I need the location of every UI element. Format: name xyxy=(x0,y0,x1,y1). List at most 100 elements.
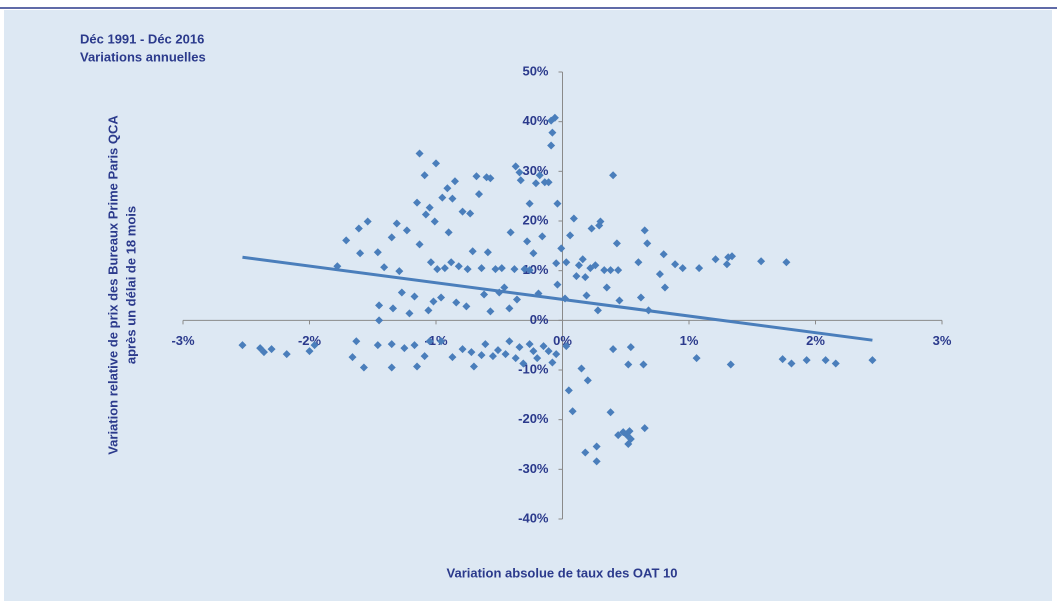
data-point xyxy=(463,265,472,274)
data-point xyxy=(363,217,372,226)
data-point xyxy=(726,360,735,369)
data-point xyxy=(609,171,618,180)
data-point xyxy=(375,316,384,325)
data-point xyxy=(592,457,601,466)
data-point xyxy=(757,257,766,266)
data-point xyxy=(402,226,411,235)
trendline xyxy=(242,255,873,342)
data-point xyxy=(562,342,571,351)
data-point xyxy=(596,217,605,226)
data-point xyxy=(375,301,384,310)
data-point xyxy=(493,346,502,355)
data-point xyxy=(782,258,791,267)
data-point xyxy=(426,258,435,267)
data-point xyxy=(481,340,490,349)
x-tick-label: 2% xyxy=(806,333,825,348)
data-point xyxy=(626,435,635,444)
data-point xyxy=(448,353,457,362)
data-point xyxy=(380,263,389,272)
data-point xyxy=(615,296,624,305)
data-point xyxy=(671,260,680,269)
data-point xyxy=(437,293,446,302)
data-point xyxy=(440,264,449,273)
data-point xyxy=(425,337,434,346)
y-axis-title: après un délai de 18 mois xyxy=(123,206,138,364)
data-point xyxy=(592,442,601,451)
data-point xyxy=(547,141,556,150)
data-point xyxy=(356,249,365,258)
data-point xyxy=(578,255,587,264)
y-tick-label: -20% xyxy=(518,411,549,426)
x-axis-title: Variation absolue de taux des OAT 10 xyxy=(447,565,678,580)
y-tick-label: 40% xyxy=(522,113,548,128)
data-point xyxy=(606,408,615,417)
data-point xyxy=(728,252,737,261)
data-point xyxy=(477,351,486,360)
data-point xyxy=(420,171,429,180)
data-point xyxy=(348,353,357,362)
data-point xyxy=(640,424,649,433)
data-point xyxy=(359,363,368,372)
data-point xyxy=(593,306,602,315)
data-point xyxy=(533,354,542,363)
data-point xyxy=(591,261,600,270)
plot-background xyxy=(4,10,1052,601)
data-point xyxy=(468,247,477,256)
data-point xyxy=(564,386,573,395)
data-point xyxy=(678,264,687,273)
y-tick-label: 50% xyxy=(522,63,548,78)
data-point xyxy=(486,307,495,316)
data-point xyxy=(488,352,497,361)
x-tick-label: 1% xyxy=(680,333,699,348)
data-point xyxy=(392,219,401,228)
data-point xyxy=(500,283,509,292)
data-point xyxy=(711,255,720,264)
data-point xyxy=(538,232,547,241)
data-point xyxy=(655,270,664,279)
data-point xyxy=(787,359,796,368)
data-point xyxy=(438,193,447,202)
data-point xyxy=(581,448,590,457)
data-point xyxy=(625,427,634,436)
y-axis-title: Variation relative de prix des Bureaux P… xyxy=(105,115,120,455)
data-point xyxy=(342,236,351,245)
x-tick-label: -3% xyxy=(171,333,195,348)
data-point xyxy=(433,265,442,274)
data-point xyxy=(802,356,811,365)
data-point xyxy=(553,199,562,208)
data-point xyxy=(415,149,424,158)
data-point xyxy=(505,337,514,346)
data-point xyxy=(515,168,524,177)
data-point xyxy=(583,376,592,385)
data-point xyxy=(550,113,559,122)
data-point xyxy=(639,360,648,369)
data-point xyxy=(477,264,486,273)
data-point xyxy=(535,171,544,180)
y-tick-label: 30% xyxy=(522,163,548,178)
data-point xyxy=(660,283,669,292)
data-point xyxy=(577,364,586,373)
data-point xyxy=(469,362,478,371)
data-point xyxy=(868,356,877,365)
data-point xyxy=(450,177,459,186)
data-point xyxy=(552,259,561,268)
data-point xyxy=(606,266,615,275)
data-point xyxy=(831,359,840,368)
data-point xyxy=(520,265,529,274)
data-point xyxy=(354,224,363,233)
y-tick-label: -10% xyxy=(518,361,549,376)
y-tick-label: 20% xyxy=(522,212,548,227)
data-point xyxy=(525,199,534,208)
data-point xyxy=(462,302,471,311)
data-point xyxy=(531,179,540,188)
data-point xyxy=(238,341,247,350)
data-point xyxy=(614,431,623,440)
data-point xyxy=(497,264,506,273)
data-point xyxy=(452,298,461,307)
data-point xyxy=(525,340,534,349)
data-point xyxy=(506,228,515,237)
data-point xyxy=(512,295,521,304)
data-point xyxy=(413,198,422,207)
